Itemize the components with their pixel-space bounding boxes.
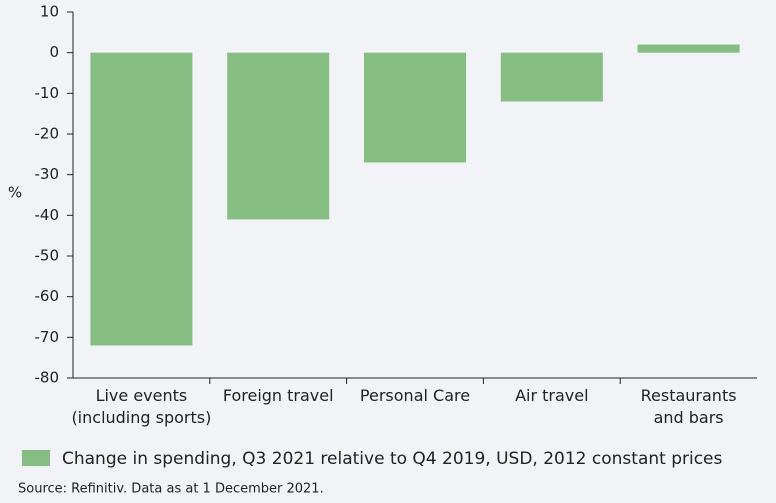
source-note: Source: Refinitiv. Data as at 1 December… <box>18 482 324 497</box>
legend-label: Change in spending, Q3 2021 relative to … <box>62 449 723 469</box>
x-tick-label: Personal Care <box>360 386 470 405</box>
y-tick-label: -10 <box>35 84 60 102</box>
y-tick-label: 10 <box>40 3 59 21</box>
bar <box>637 44 740 53</box>
x-tick-label: Restaurants and bars <box>641 386 737 427</box>
bar <box>90 52 193 346</box>
y-tick-label: -80 <box>35 369 60 387</box>
bar <box>227 52 330 220</box>
bar <box>364 52 466 163</box>
x-tick-label: Air travel <box>515 386 588 405</box>
x-tick-label: Live events (including sports) <box>71 386 211 427</box>
x-tick-label: Foreign travel <box>223 386 334 405</box>
y-tick-label: -60 <box>35 287 60 305</box>
y-tick-label: -70 <box>35 328 60 346</box>
y-tick-label: -50 <box>35 247 60 265</box>
y-tick-label: -20 <box>35 125 60 143</box>
y-tick-label: -40 <box>35 206 60 224</box>
y-axis-label: % <box>8 184 22 202</box>
bar <box>500 52 603 102</box>
y-tick-label: 0 <box>49 43 59 61</box>
y-tick-label: -30 <box>35 165 60 183</box>
legend-swatch <box>22 450 50 466</box>
